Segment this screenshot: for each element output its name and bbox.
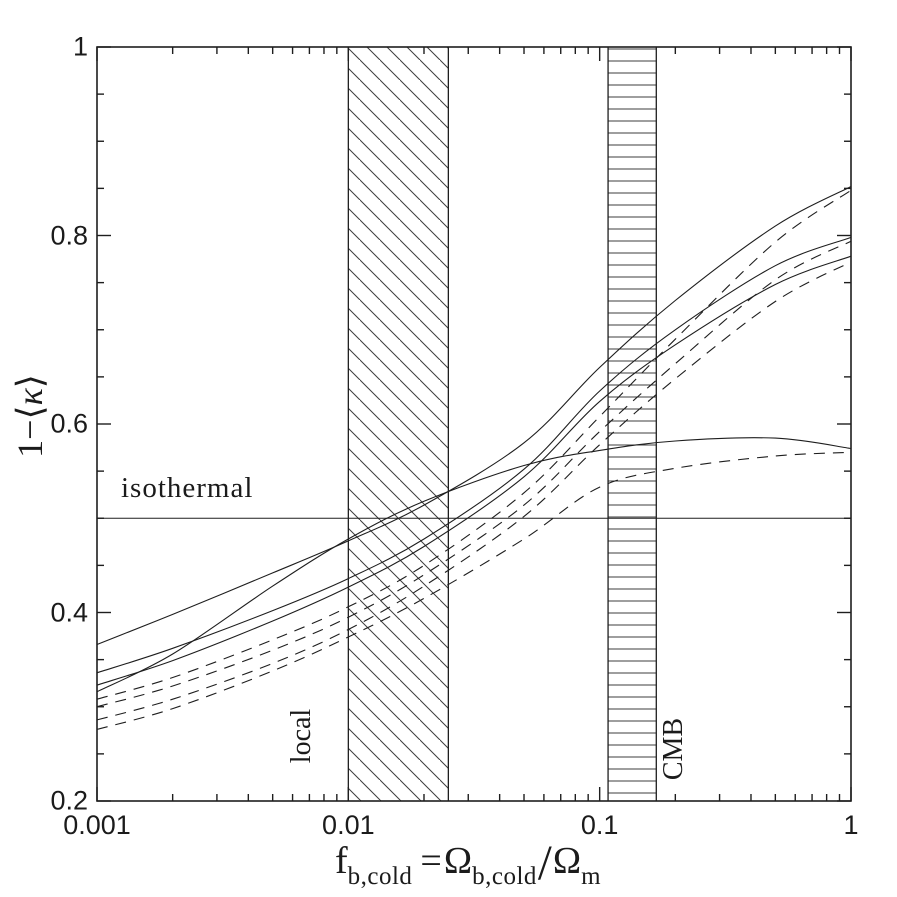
xlabel-f: f <box>334 840 348 882</box>
isothermal-line-label: isothermal <box>121 472 254 504</box>
curve-dashed-3 <box>96 261 852 721</box>
curve-solid-1 <box>96 186 852 646</box>
y-tick-label-0p4: 0.4 <box>50 597 88 627</box>
band-label-local: local <box>286 708 317 764</box>
y-axis-title: 1−⟨κ⟩ <box>9 374 51 458</box>
xlabel-omega-b: Ω <box>443 840 473 882</box>
plot-frame <box>96 46 852 802</box>
y-axis-title-suffix: ⟩ <box>10 374 50 389</box>
xlabel-sub-bcold-2: b,cold <box>472 863 537 890</box>
y-axis-title-prefix: 1−⟨ <box>10 405 50 458</box>
x-tick-label-0p001: 0.001 <box>63 810 131 840</box>
curve-dashed-1 <box>96 189 852 700</box>
curve-solid-4 <box>96 437 852 693</box>
curve-solid-2 <box>96 236 852 674</box>
xlabel-equals: = <box>420 840 442 882</box>
xlabel-omega-m: Ω <box>552 840 582 882</box>
curve-dashed-4 <box>96 451 852 730</box>
y-tick-label-0p6: 0.6 <box>50 408 88 439</box>
y-tick-label-0p2: 0.2 <box>50 785 88 816</box>
band-label-cmb: CMB <box>658 717 689 781</box>
kappa-symbol: κ <box>10 388 50 406</box>
y-tick-label-0p8: 0.8 <box>50 220 88 250</box>
band-local <box>347 47 449 801</box>
x-tick-label-1: 1 <box>843 810 859 840</box>
x-tick-label-0p01: 0.01 <box>322 810 375 840</box>
xlabel-slash: / <box>537 834 552 890</box>
curve-dashed-2 <box>96 240 852 708</box>
band-CMB <box>607 47 657 801</box>
axis-ticks <box>96 46 852 802</box>
y-tick-label-1: 1 <box>72 31 88 62</box>
xlabel-sub-m: m <box>581 863 602 890</box>
x-tick-label-0p1: 0.1 <box>580 810 619 840</box>
x-axis-title: fb,cold =Ωb,cold/Ωm <box>335 833 601 891</box>
curve-solid-3 <box>96 255 852 686</box>
xlabel-sub-bcold: b,cold <box>347 863 413 890</box>
